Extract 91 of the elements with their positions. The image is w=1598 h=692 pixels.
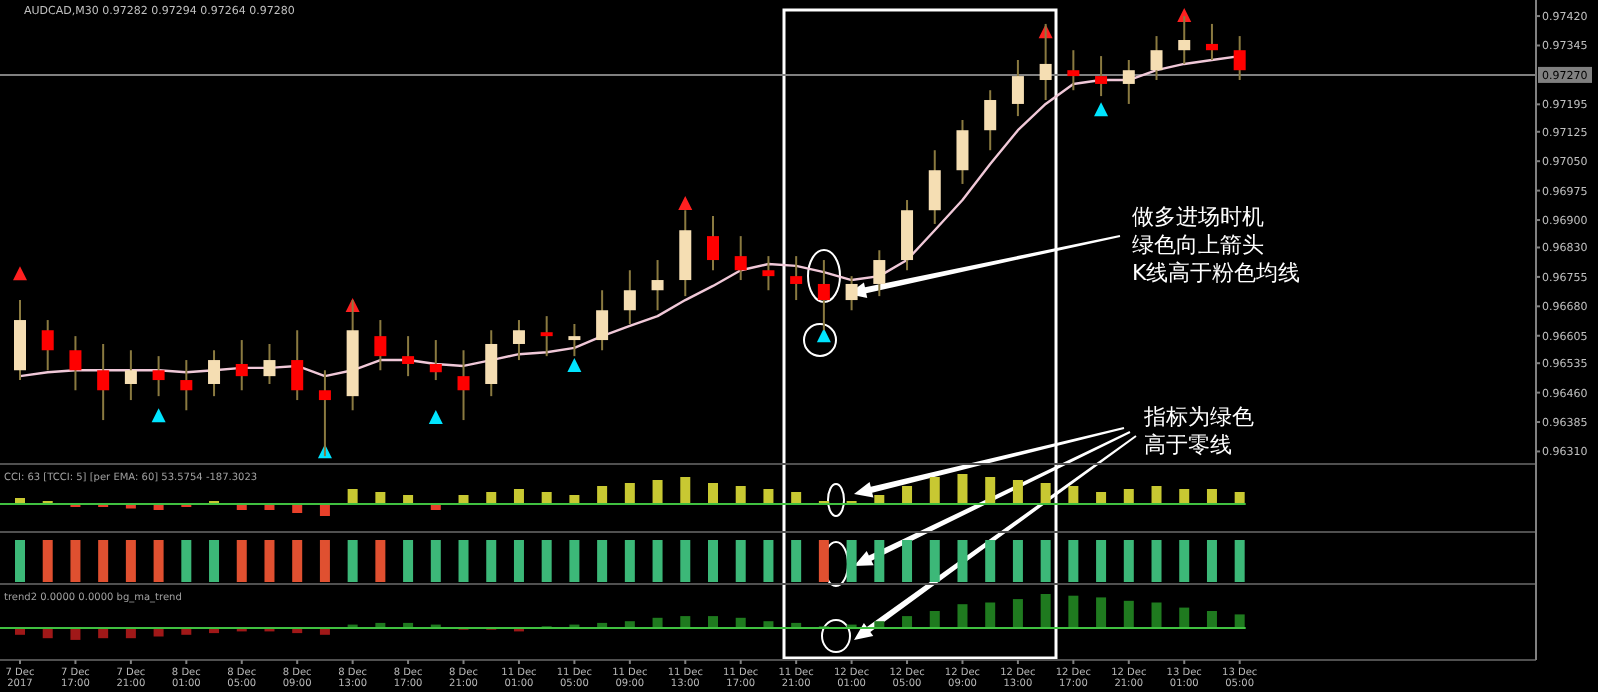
point bbox=[567, 357, 582, 372]
annotation: 指标为绿色 bbox=[1142, 404, 1254, 430]
bar bbox=[486, 492, 497, 504]
point bbox=[1094, 102, 1109, 117]
bar bbox=[1234, 614, 1245, 628]
bar bbox=[375, 492, 386, 504]
bar bbox=[1206, 489, 1217, 504]
bar bbox=[1123, 600, 1134, 628]
point bbox=[13, 266, 27, 281]
point bbox=[678, 195, 693, 210]
candlestick bbox=[69, 335, 82, 392]
candlestick bbox=[1233, 35, 1246, 82]
bar bbox=[1123, 489, 1134, 504]
candlestick bbox=[568, 322, 581, 358]
bar bbox=[541, 492, 552, 504]
bar bbox=[1206, 611, 1217, 628]
bar bbox=[929, 477, 940, 504]
bar bbox=[902, 616, 913, 628]
bar bbox=[1068, 486, 1079, 504]
candlestick bbox=[984, 89, 997, 152]
candlestick bbox=[1067, 49, 1080, 92]
candlestick bbox=[1150, 35, 1163, 82]
candlestick bbox=[152, 355, 165, 398]
bar bbox=[680, 616, 691, 628]
bar bbox=[652, 480, 663, 504]
candlestick bbox=[124, 349, 137, 402]
candlestick bbox=[790, 255, 803, 302]
candlestick bbox=[1205, 22, 1218, 62]
candlestick bbox=[512, 319, 525, 362]
bar bbox=[1012, 599, 1023, 628]
candlestick bbox=[596, 289, 609, 352]
candlestick bbox=[623, 269, 636, 325]
candlestick bbox=[873, 249, 886, 298]
bar bbox=[1068, 595, 1079, 628]
bar bbox=[1179, 489, 1190, 504]
bar bbox=[929, 611, 940, 628]
point bbox=[151, 408, 166, 423]
candlestick bbox=[651, 259, 664, 312]
bar bbox=[1151, 486, 1162, 504]
bar bbox=[513, 489, 524, 504]
annotation: 做多进场时机 bbox=[1132, 204, 1264, 230]
candlestick bbox=[485, 329, 498, 398]
candlestick bbox=[1095, 55, 1108, 98]
bar bbox=[624, 483, 635, 504]
bar bbox=[1096, 492, 1107, 504]
bar bbox=[1151, 602, 1162, 628]
bar bbox=[791, 492, 802, 504]
candlestick bbox=[457, 349, 470, 422]
annotation: K线高于粉色均线 bbox=[1132, 260, 1301, 286]
candlestick bbox=[1011, 59, 1024, 118]
bar bbox=[1096, 597, 1107, 628]
candlestick bbox=[41, 319, 54, 372]
candlestick bbox=[734, 235, 747, 282]
bar bbox=[1040, 483, 1051, 504]
bar bbox=[597, 486, 608, 504]
candlestick bbox=[180, 359, 193, 412]
bar bbox=[957, 474, 968, 504]
bar bbox=[347, 489, 358, 504]
bar bbox=[957, 604, 968, 628]
bar bbox=[985, 602, 996, 628]
candlestick bbox=[845, 275, 858, 312]
bar bbox=[1179, 607, 1190, 628]
candlestick bbox=[263, 342, 276, 385]
candlestick bbox=[928, 149, 941, 225]
annotation: 高于零线 bbox=[1144, 432, 1232, 458]
bar bbox=[708, 616, 718, 628]
candlestick bbox=[707, 215, 719, 272]
candlestick bbox=[956, 119, 969, 185]
bar bbox=[763, 489, 774, 504]
candlestick bbox=[374, 319, 387, 372]
point bbox=[428, 410, 443, 425]
bar bbox=[1234, 492, 1245, 504]
candlestick bbox=[429, 339, 442, 382]
bar bbox=[985, 477, 996, 504]
candlestick bbox=[97, 342, 110, 422]
bar bbox=[319, 504, 330, 516]
bar bbox=[680, 477, 691, 504]
bar bbox=[708, 483, 718, 504]
bar bbox=[902, 486, 913, 504]
bar bbox=[70, 628, 81, 640]
candlestick bbox=[291, 329, 304, 402]
candlestick bbox=[208, 349, 221, 398]
candlestick bbox=[762, 255, 775, 292]
bar bbox=[1012, 480, 1023, 504]
annotation: 绿色向上箭头 bbox=[1132, 232, 1264, 258]
candlestick bbox=[235, 339, 248, 392]
bar bbox=[735, 486, 746, 504]
candlestick bbox=[1122, 59, 1135, 105]
candlestick bbox=[540, 315, 553, 358]
bar bbox=[1040, 594, 1051, 628]
candlestick bbox=[402, 335, 415, 378]
